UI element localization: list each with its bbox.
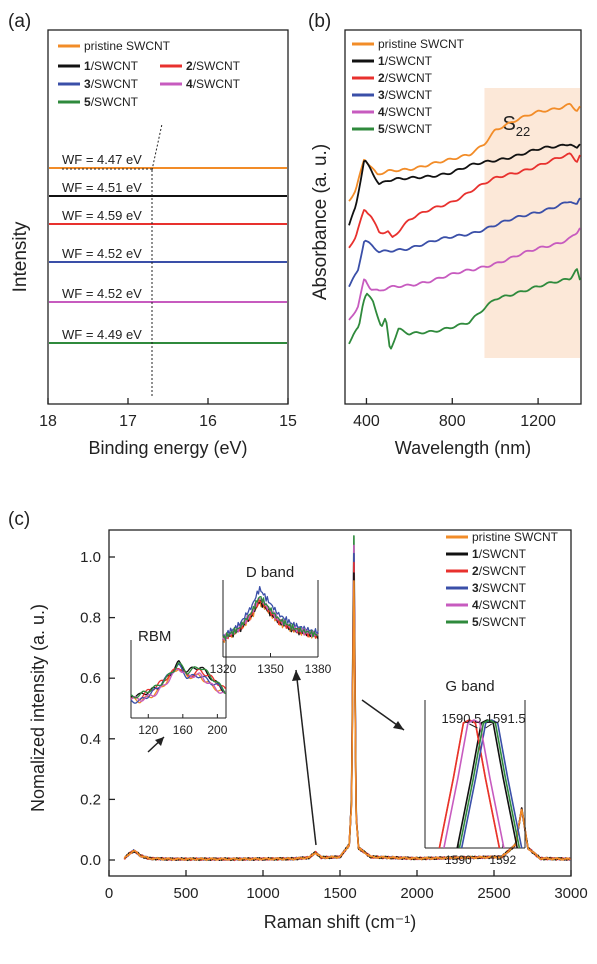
panel-c-xtick-label-4: 2000 (400, 885, 433, 902)
panel-c-ytick-label-3: 0.6 (80, 670, 101, 687)
panel-b-legend-label-1: 1/SWCNT (378, 54, 433, 68)
panel-c-label: (c) (8, 509, 30, 530)
panel-b-series-5-swcnt (348, 268, 581, 350)
panel-c-legend-label-0: pristine SWCNT (472, 530, 559, 544)
g-band-peak-label-1: 1591.5 (486, 711, 526, 726)
panel-b-s22-label: S22 (502, 113, 530, 139)
panel-b-xtick-label-0: 400 (353, 413, 380, 430)
rbm-inset-xtick-label-2: 200 (207, 723, 227, 737)
panel-b-series-pristine-swcnt (348, 102, 581, 202)
d-band-inset-series-0 (222, 599, 319, 643)
d-band-inset-xtick-label-2: 1380 (305, 662, 332, 676)
panel-b-legend-label-2: 2/SWCNT (378, 71, 433, 85)
panel-a-xtick-label-1: 17 (119, 413, 137, 430)
panel-b-legend-label-3: 3/SWCNT (378, 88, 433, 102)
panel-c-xtick-label-2: 1000 (246, 885, 279, 902)
panel-a-legend-label-1: 1/SWCNT (84, 59, 139, 73)
panel-c-ytick-label-0: 0.0 (80, 852, 101, 869)
panel-c-xtick-label-3: 1500 (323, 885, 356, 902)
g-band-arrow-head (393, 721, 404, 730)
rbm-inset-series-5 (130, 661, 227, 699)
panel-b-series-4-swcnt (348, 227, 581, 321)
panel-a-wf-annotation-1: WF = 4.51 eV (62, 180, 142, 195)
rbm-inset-series-1 (130, 660, 226, 699)
panel-a-axes (47, 29, 289, 405)
panel-b-axes (344, 29, 582, 405)
g-band-inset-xtick-label-0: 1590 (445, 853, 472, 867)
panel-c-ylabel: Nomalized intensity (a. u.) (28, 604, 48, 812)
panel-b-xtick-label-2: 1200 (520, 413, 556, 430)
panel-b-series-1-swcnt (348, 143, 581, 226)
panel-a-xtick-label-2: 16 (199, 413, 217, 430)
g-band-inset-series-2 (438, 719, 501, 849)
rbm-inset-xtick-label-0: 120 (138, 723, 158, 737)
rbm-inset-series-4 (130, 668, 226, 702)
g-band-inset-series-3 (460, 719, 523, 849)
panel-c-ytick-label-2: 0.4 (80, 731, 101, 748)
panel-a-wf-annotation-2: WF = 4.59 eV (62, 208, 142, 223)
panel-b-series-3-swcnt (348, 197, 581, 288)
panel-c-xtick-label-5: 2500 (477, 885, 510, 902)
panel-c-legend-label-1: 1/SWCNT (472, 547, 527, 561)
panel-a-xtick-label-3: 15 (279, 413, 297, 430)
panel-b-legend-label-0: pristine SWCNT (378, 37, 465, 51)
panel-c-legend-label-3: 3/SWCNT (472, 581, 527, 595)
panel-c-ytick-label-5: 1.0 (80, 549, 101, 566)
panel-c-legend-label-5: 5/SWCNT (472, 615, 527, 629)
d-band-inset-xtick-label-0: 1320 (210, 662, 237, 676)
d-band-inset-series-4 (222, 597, 319, 641)
panel-c-xtick-label-1: 500 (173, 885, 198, 902)
panel-b-series-2-swcnt (348, 152, 581, 249)
panel-b-legend-label-4: 4/SWCNT (378, 105, 433, 119)
rbm-inset-xtick-label-1: 160 (173, 723, 193, 737)
panel-a-legend-label-5: 5/SWCNT (84, 95, 139, 109)
d-band-inset-title: D band (246, 564, 294, 581)
panel-c-xtick-label-6: 3000 (554, 885, 587, 902)
g-band-peak-arrow-1 (485, 723, 492, 729)
panel-c-legend-label-2: 2/SWCNT (472, 564, 527, 578)
panel-b-xtick-label-1: 800 (439, 413, 466, 430)
panel-b-legend-label-5: 5/SWCNT (378, 122, 433, 136)
panel-c-ytick-label-1: 0.2 (80, 791, 101, 808)
panel-a-wf-annotation-5: WF = 4.49 eV (62, 327, 142, 342)
panel-a-label: (a) (8, 11, 31, 32)
panel-a-cutoff-line-upper (151, 123, 163, 171)
panel-c-xtick-label-0: 0 (105, 885, 113, 902)
g-band-inset-series-4 (443, 719, 505, 849)
g-band-inset-series-1 (456, 719, 518, 849)
panel-a-legend-label-4: 4/SWCNT (186, 77, 241, 91)
rbm-arrow-head (155, 737, 164, 746)
panel-c-ytick-label-4: 0.8 (80, 610, 101, 627)
rbm-inset-title: RBM (138, 628, 171, 645)
g-band-inset-series-5 (458, 719, 521, 849)
g-band-peak-label-0: 1590.5 (442, 711, 482, 726)
panel-a-wf-annotation-3: WF = 4.52 eV (62, 246, 142, 261)
panel-a-wf-annotation-4: WF = 4.52 eV (62, 286, 142, 301)
panel-a-legend-label-3: 3/SWCNT (84, 77, 139, 91)
d-band-inset-series-5 (222, 595, 319, 641)
g-band-peak-arrow-0 (469, 723, 478, 729)
panel-b-xlabel: Wavelength (nm) (395, 438, 531, 458)
g-band-inset-xtick-label-1: 1592 (489, 853, 516, 867)
d-band-arrow-line (295, 669, 317, 846)
d-band-inset-xtick-label-1: 1350 (257, 662, 284, 676)
panel-a-wf-annotation-0: WF = 4.47 eV (62, 152, 142, 167)
panel-a-xtick-label-0: 18 (39, 413, 57, 430)
panel-b-ylabel: Absorbance (a. u.) (310, 144, 331, 300)
panel-a-xlabel: Binding energy (eV) (88, 438, 247, 458)
d-band-arrow-head (292, 670, 301, 681)
panel-b-label: (b) (308, 11, 331, 32)
panel-a-legend-label-2: 2/SWCNT (186, 59, 241, 73)
panel-c-xlabel: Raman shift (cm⁻¹) (264, 912, 417, 932)
panel-c-legend-label-4: 4/SWCNT (472, 598, 527, 612)
panel-a-legend-label-0: pristine SWCNT (84, 39, 171, 53)
panel-a-ylabel: Intensity (10, 221, 31, 292)
g-band-inset-title: G band (445, 678, 494, 695)
